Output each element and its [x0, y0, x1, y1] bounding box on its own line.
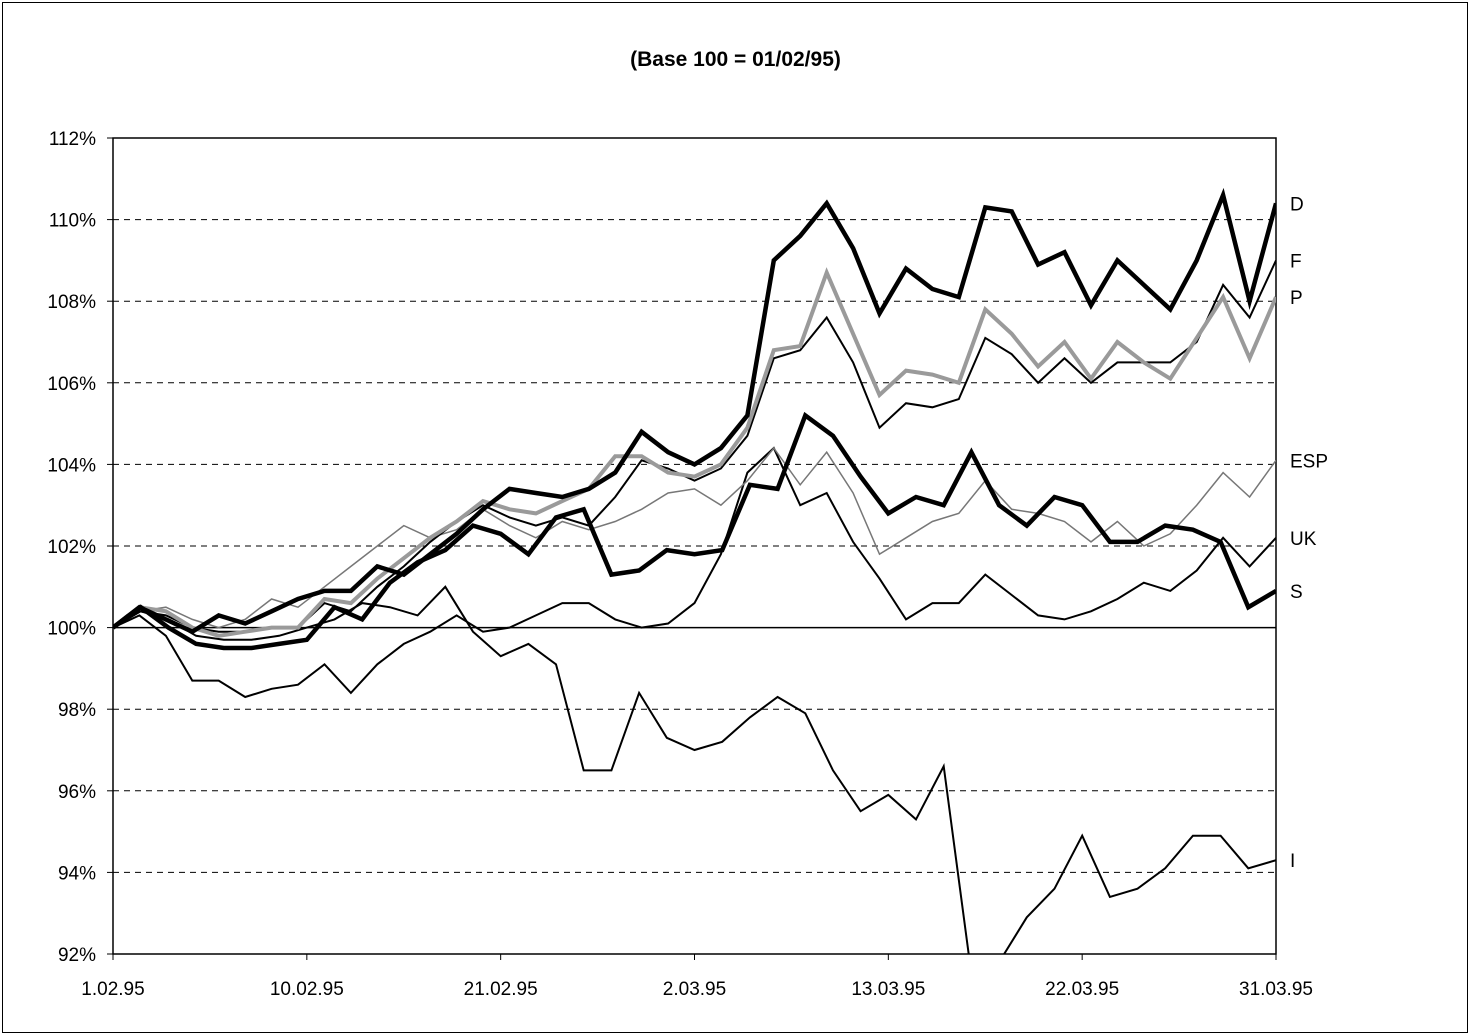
series-label-esp: ESP: [1290, 451, 1328, 472]
y-axis-ticks: 92% 94% 96% 98% 100% 102% 104% 106% 108% 110% 112%: [47, 129, 113, 966]
series-line-s: [113, 411, 1276, 651]
series-label-s: S: [1290, 582, 1303, 603]
series-label-p: P: [1290, 288, 1303, 309]
series-line-i: [113, 585, 1276, 954]
chart-title: (Base 100 = 01/02/95): [630, 48, 841, 71]
series-line-d: [113, 187, 1276, 635]
y-tick-label: 92%: [58, 945, 96, 966]
x-tick-label: 22.03.95: [1045, 979, 1119, 1000]
x-tick-label: 21.02.95: [464, 979, 538, 1000]
y-tick-label: 108%: [47, 292, 96, 313]
y-tick-label: 104%: [47, 455, 96, 476]
y-tick-label: 112%: [49, 129, 96, 150]
y-tick-label: 102%: [47, 537, 96, 558]
series-labels: D FP ESP UK S I: [1290, 194, 1328, 872]
series-label-f: F: [1290, 251, 1302, 272]
series-line-uk: [113, 446, 1276, 699]
x-tick-label: 31.03.95: [1239, 979, 1313, 1000]
x-tick-label: 10.02.95: [270, 979, 344, 1000]
x-axis-ticks: 1.02.95 10.02.95 21.02.95 2.03.95 13.03.95 22…: [81, 954, 1313, 1000]
plot-area: [112, 137, 1277, 955]
gridlines: [113, 219, 1276, 873]
series-label-d: D: [1290, 194, 1304, 215]
x-tick-label: 1.02.95: [81, 979, 144, 1000]
series-lines: [113, 187, 1276, 954]
series-label-uk: UK: [1290, 529, 1317, 550]
y-tick-label: 110%: [49, 211, 96, 232]
y-tick-label: 98%: [58, 700, 96, 721]
y-tick-label: 94%: [58, 863, 96, 884]
series-label-i: I: [1290, 851, 1295, 872]
series-line-p: [113, 267, 1276, 638]
y-tick-label: 96%: [58, 782, 96, 803]
y-tick-label: 106%: [47, 374, 96, 395]
series-line-esp: [113, 446, 1276, 629]
y-tick-label: 100%: [47, 619, 96, 640]
x-tick-label: 13.03.95: [851, 979, 925, 1000]
x-tick-label: 2.03.95: [663, 979, 726, 1000]
series-line-f: [113, 259, 1276, 633]
